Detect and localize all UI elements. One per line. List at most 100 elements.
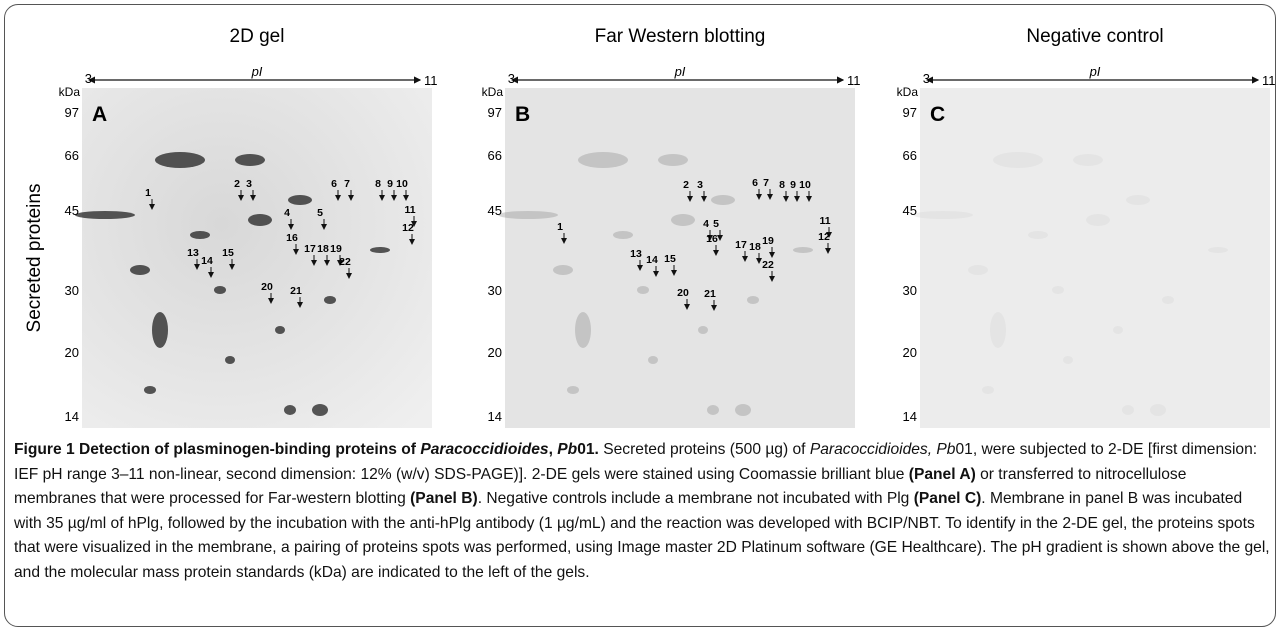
panel-letter: B [515, 103, 530, 126]
caption-run: . Negative controls include a membrane n… [477, 490, 914, 507]
spot-label: 4 [284, 207, 290, 219]
gel-image [920, 88, 1270, 428]
mw-tick-label: 20 [903, 345, 917, 360]
gel-spot [698, 326, 708, 334]
gel-spot [1122, 405, 1134, 415]
gel-spot [370, 247, 390, 253]
caption-run: 01. [577, 441, 599, 458]
caption-run: 01, were subjected to 2-DE [first dimens… [14, 441, 1258, 483]
spot-label: 17 [304, 243, 316, 255]
mw-tick-label: 30 [65, 283, 79, 298]
gel-spot [1052, 286, 1064, 294]
gel-spot [214, 286, 226, 294]
spot-label: 1 [557, 221, 563, 233]
panel-title: 2D gel [230, 26, 285, 47]
spot-label: 9 [790, 179, 796, 191]
gel-spot [284, 405, 296, 415]
spot-label: 13 [630, 248, 642, 260]
mw-tick-label: 97 [903, 105, 917, 120]
spot-label: 11 [404, 204, 415, 216]
spot-label: 8 [375, 178, 381, 190]
spot-label: 22 [339, 256, 351, 268]
gel-spot [993, 152, 1043, 168]
ph-end: 11 [1262, 73, 1276, 88]
gel-spot [288, 195, 312, 205]
spot-label: 2 [234, 178, 240, 190]
gel-image [82, 88, 432, 428]
caption-run: (Panel A) [908, 465, 976, 483]
mw-tick-label: 97 [488, 105, 502, 120]
spot-label: 15 [664, 253, 676, 265]
spot-label: 16 [706, 233, 718, 245]
gel-spot [1208, 247, 1228, 253]
gel-spot [567, 386, 579, 394]
gel-spot [1028, 231, 1048, 239]
spot-label: 19 [762, 235, 774, 247]
spot-label: 21 [704, 288, 716, 300]
gel-spot [1162, 296, 1174, 304]
gel-spot [155, 152, 205, 168]
spot-label: 10 [396, 178, 408, 190]
spot-label: 12 [818, 231, 830, 243]
panel-letter: C [930, 103, 945, 126]
mw-unit: kDa [482, 85, 504, 99]
mw-unit: kDa [897, 85, 919, 99]
caption-run: (Panel B) [410, 490, 478, 507]
panel-title: Far Western blotting [595, 26, 766, 47]
gel-spot [324, 296, 336, 304]
spot-label: 2 [683, 179, 689, 191]
spot-label: 9 [387, 178, 393, 190]
spot-label: 15 [222, 247, 234, 259]
gel-spot [1073, 154, 1103, 166]
gel-spot [613, 231, 633, 239]
gel-spot [913, 211, 973, 219]
gel-spot [637, 286, 649, 294]
spot-label: 10 [799, 179, 811, 191]
gel-spot [75, 211, 135, 219]
spot-label: 3 [246, 178, 252, 190]
gel-spot [144, 386, 156, 394]
gel-spot [498, 211, 558, 219]
gel-spot [275, 326, 285, 334]
panel-title: Negative control [1026, 26, 1163, 47]
spot-label: 19 [330, 243, 342, 255]
spot-label: 17 [735, 239, 747, 251]
caption-run: Pb [557, 441, 578, 458]
gel-spot [575, 312, 591, 348]
gel-spot [312, 404, 328, 416]
caption-run: Secreted proteins (500 µg) of [598, 441, 810, 458]
mw-tick-label: 14 [65, 409, 79, 424]
gel-spot [152, 312, 168, 348]
gel-spot [1063, 356, 1073, 364]
gel-spot [248, 214, 272, 226]
gel-spot [190, 231, 210, 239]
gel-spot [990, 312, 1006, 348]
mw-tick-label: 14 [903, 409, 917, 424]
spot-label: 5 [317, 207, 323, 219]
spot-label: 11 [819, 215, 830, 227]
gel-image [505, 88, 855, 428]
spot-label: 16 [286, 232, 298, 244]
spot-label: 12 [402, 222, 414, 234]
mw-tick-label: 30 [488, 283, 502, 298]
caption-run: . Membrane in panel B was incubated with… [14, 490, 1270, 581]
mw-tick-label: 45 [65, 203, 79, 218]
spot-label: 22 [762, 259, 774, 271]
gel-spot [1113, 326, 1123, 334]
ph-label: pI [1089, 64, 1101, 79]
caption-run: (Panel C) [913, 490, 982, 507]
gel-spot [747, 296, 759, 304]
gel-spot [793, 247, 813, 253]
gel-spot [711, 195, 735, 205]
mw-tick-label: 66 [65, 148, 79, 163]
gel-spot [1086, 214, 1110, 226]
spot-label: 6 [752, 177, 758, 189]
ph-end: 11 [847, 73, 861, 88]
gel-spot [671, 214, 695, 226]
gel-spot [1150, 404, 1166, 416]
ph-label: pI [674, 64, 686, 79]
y-axis-label: Secreted proteins [24, 184, 45, 333]
spot-label: 14 [201, 255, 213, 267]
gel-spot [553, 265, 573, 275]
spot-label: 1 [145, 187, 151, 199]
